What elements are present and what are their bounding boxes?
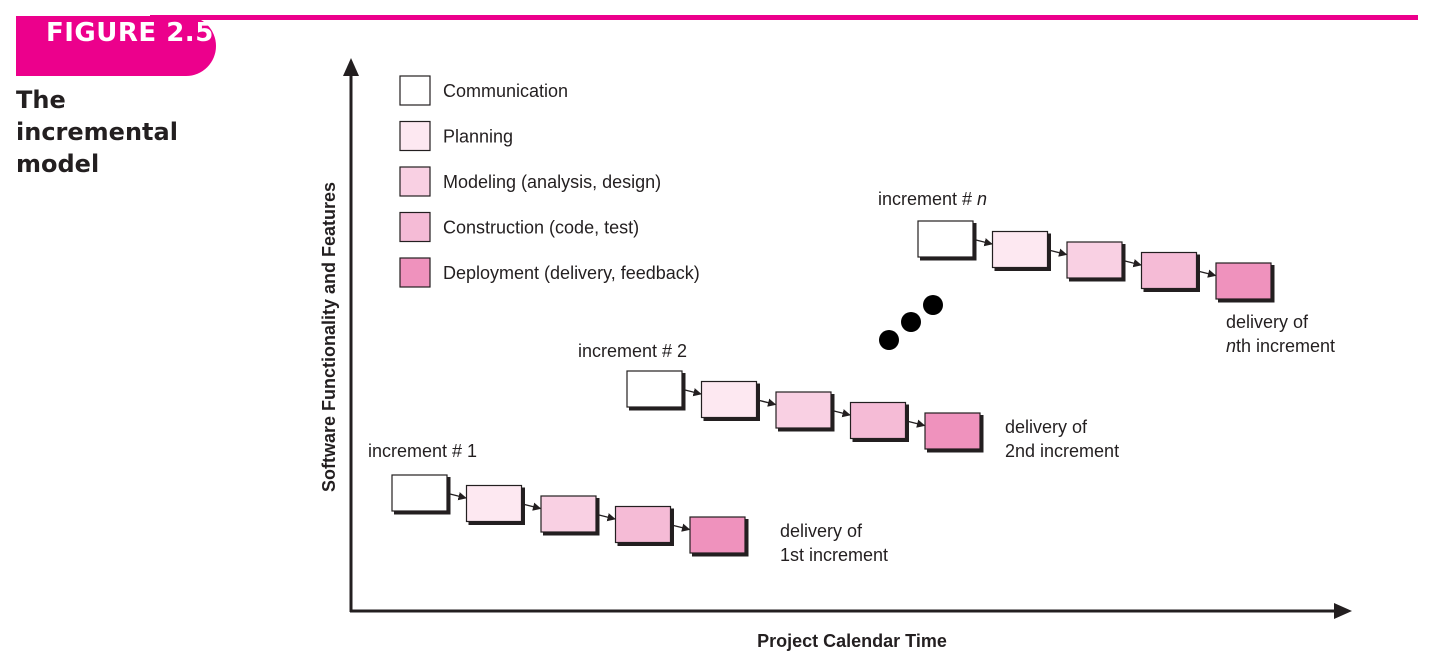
increment-1-title: increment # 1 <box>368 441 477 461</box>
legend-swatch-planning <box>399 120 431 152</box>
increment-n-variable: n <box>977 189 987 209</box>
increment-2-chain <box>626 370 984 453</box>
phase-box-deployment <box>1215 262 1272 300</box>
increment-2-delivery-line1: delivery of <box>1005 417 1088 437</box>
phase-box-construction <box>1140 251 1198 290</box>
legend-swatch-construction <box>399 211 431 243</box>
phase-box-shadow <box>703 383 760 421</box>
phase-arrow <box>1050 248 1068 257</box>
phase-box-communication <box>917 220 974 258</box>
phase-box-planning <box>991 230 1049 269</box>
phase-box-shadow <box>994 233 1051 271</box>
figure-label: FIGURE 2.5 <box>46 18 214 48</box>
legend-label-deployment: Deployment (delivery, feedback) <box>443 263 700 283</box>
phase-box-modeling <box>540 495 597 533</box>
legend-swatch-deployment <box>399 257 431 288</box>
phase-arrow <box>908 419 926 428</box>
phase-box-shadow <box>692 519 749 557</box>
phase-box-communication <box>626 370 683 408</box>
increment-2-title: increment # 2 <box>578 341 687 361</box>
increments <box>391 220 1275 557</box>
phase-box-construction <box>849 401 907 440</box>
phase-arrow <box>833 409 851 418</box>
phase-box-shadow <box>852 404 909 442</box>
phase-box-modeling <box>1066 241 1123 279</box>
increment-1-delivery-line2: 1st increment <box>780 545 888 565</box>
phase-box-shadow <box>394 477 451 515</box>
legend: Communication Planning Modeling (analysis,… <box>399 75 700 288</box>
phase-arrow <box>975 238 993 247</box>
phase-box-shadow <box>1069 244 1126 282</box>
phase-arrow <box>1124 259 1142 268</box>
phase-arrow <box>759 398 777 407</box>
phase-box-shadow <box>617 508 674 546</box>
increment-n-delivery-variable: n <box>1226 336 1236 356</box>
increment-n-chain <box>917 220 1275 303</box>
top-rule <box>150 15 1418 20</box>
phase-box-planning <box>465 484 523 523</box>
x-axis-label: Project Calendar Time <box>757 631 947 651</box>
phase-arrow <box>449 492 467 501</box>
increment-n-title: increment # n <box>878 189 987 209</box>
phase-box-shadow <box>927 415 984 453</box>
figure-badge: FIGURE 2.5 <box>16 16 216 76</box>
phase-arrow <box>598 513 616 522</box>
increment-1-delivery-line1: delivery of <box>780 521 863 541</box>
increment-2-delivery-line2: 2nd increment <box>1005 441 1119 461</box>
phase-box-shadow <box>778 394 835 432</box>
phase-box-deployment <box>689 516 746 554</box>
phase-arrow <box>524 502 542 511</box>
legend-label-planning: Planning <box>443 127 513 147</box>
legend-label-modeling: Modeling (analysis, design) <box>443 172 661 192</box>
increment-n-delivery-line2: nth increment <box>1226 336 1335 356</box>
phase-box-modeling <box>775 391 832 429</box>
ellipsis-dot <box>901 312 921 332</box>
phase-box-shadow <box>629 373 686 411</box>
increment-n-title-prefix: increment # <box>878 189 977 209</box>
ellipsis-dot <box>923 295 943 315</box>
phase-box-planning <box>700 380 758 419</box>
phase-arrow <box>684 388 702 397</box>
figure-title: The incremental model <box>16 86 178 178</box>
phase-box-shadow <box>1218 265 1275 303</box>
legend-label-communication: Communication <box>443 81 568 101</box>
increment-n-delivery-rest: th increment <box>1236 336 1335 356</box>
phase-box-construction <box>614 505 672 544</box>
legend-swatch-modeling <box>399 166 431 197</box>
phase-box-deployment <box>924 412 981 450</box>
phase-arrow <box>1199 269 1217 278</box>
y-axis-arrowhead <box>343 58 359 76</box>
phase-box-shadow <box>1143 254 1200 292</box>
phase-box-communication <box>391 474 448 512</box>
increment-1-chain <box>391 474 749 557</box>
phase-box-shadow <box>468 487 525 525</box>
increment-n-delivery-line1: delivery of <box>1226 312 1309 332</box>
phase-arrow <box>673 523 691 532</box>
phase-box-shadow <box>543 498 600 536</box>
ellipsis-dot <box>879 330 899 350</box>
y-axis-label: Software Functionality and Features <box>319 182 339 492</box>
legend-swatch-communication <box>399 75 431 106</box>
phase-box-shadow <box>920 223 977 261</box>
legend-label-construction: Construction (code, test) <box>443 218 639 238</box>
x-axis-arrowhead <box>1334 603 1352 619</box>
